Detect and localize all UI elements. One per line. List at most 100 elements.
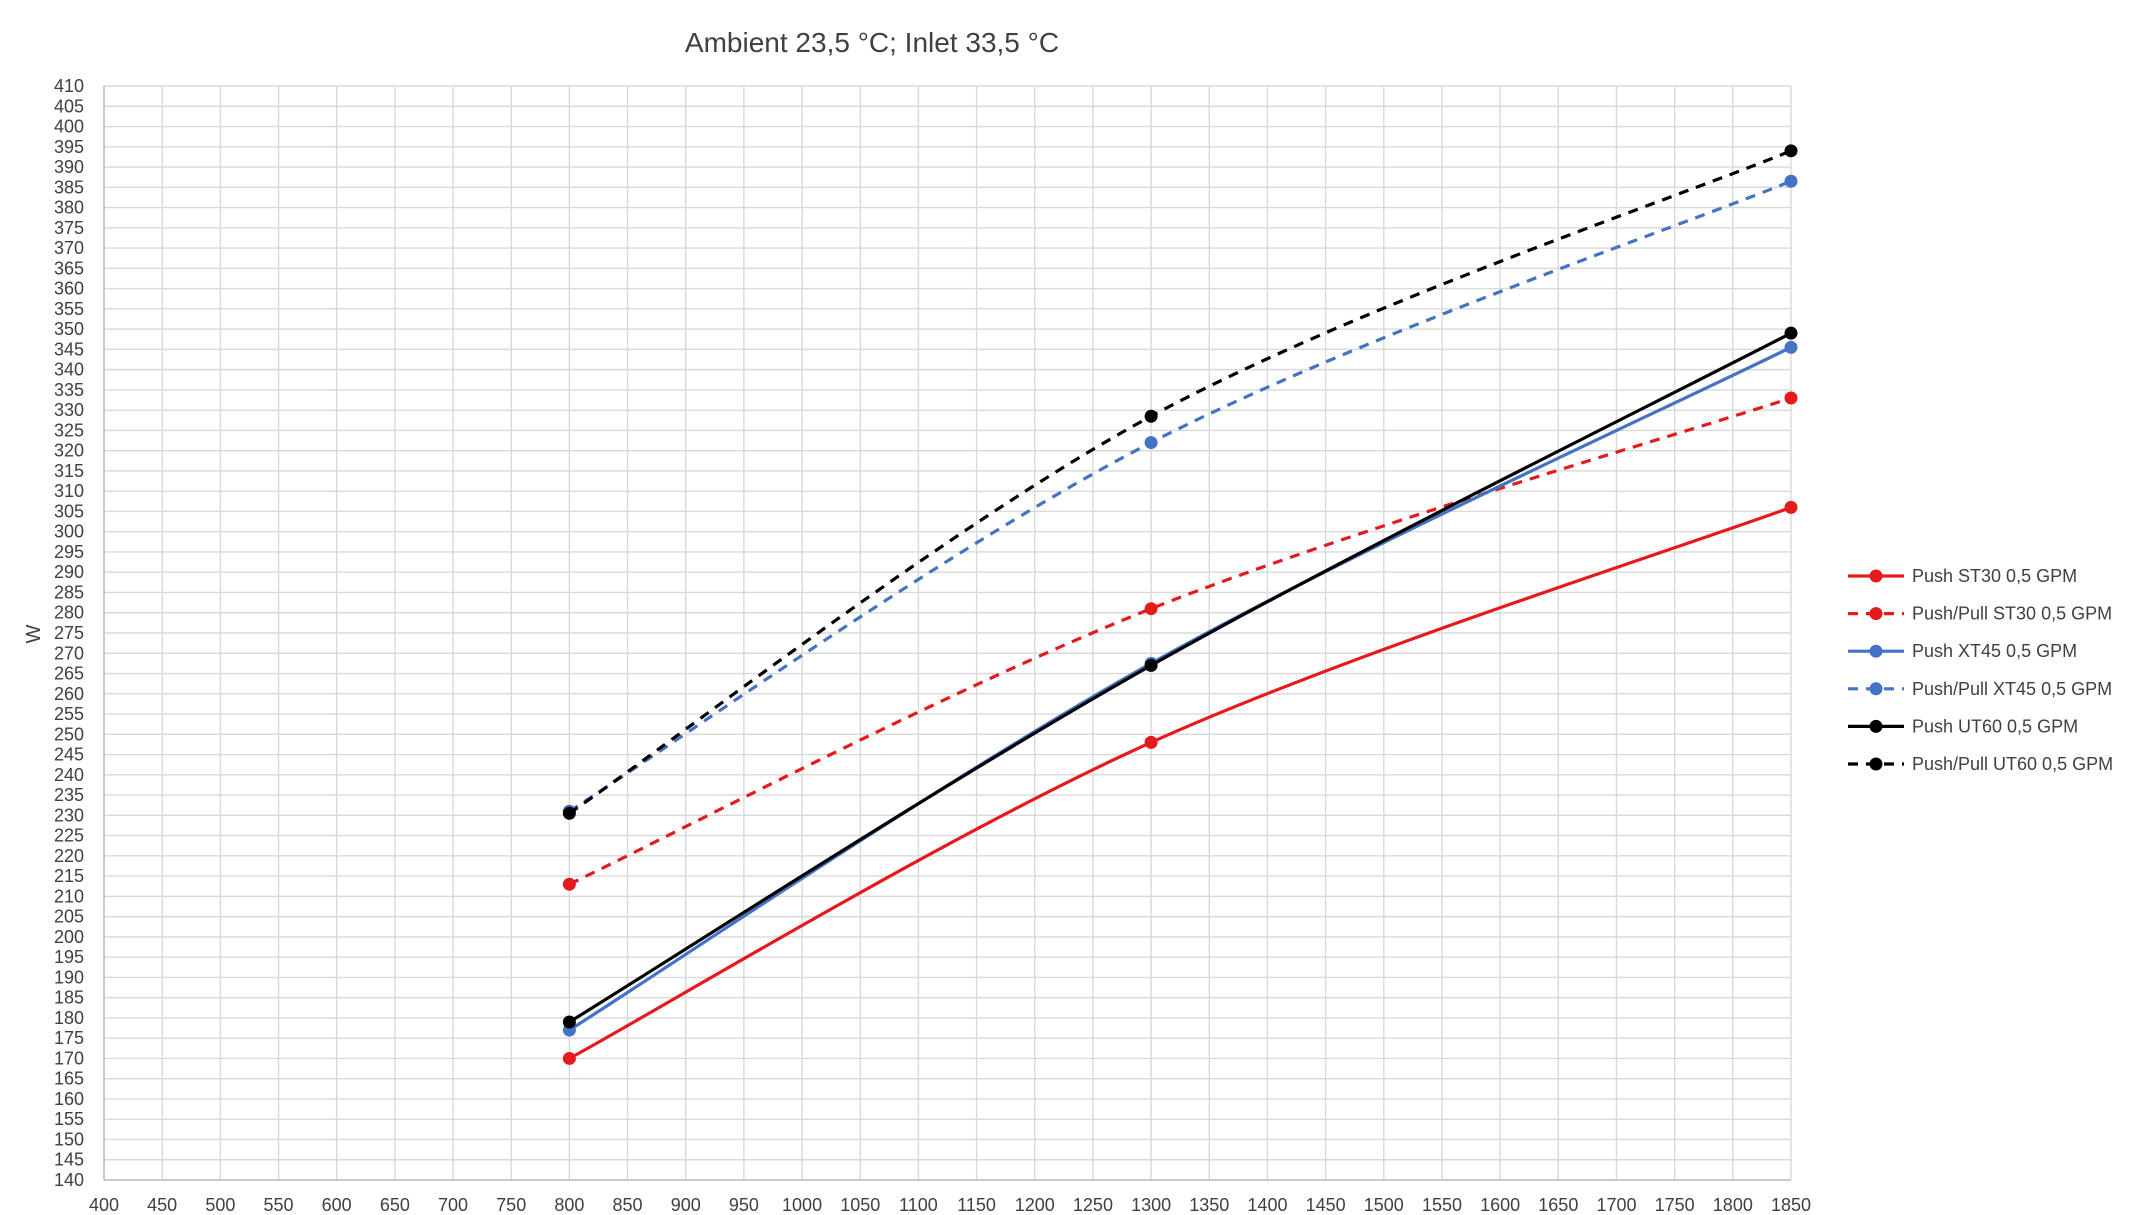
y-tick-label: 345 — [54, 339, 84, 359]
y-tick-label: 230 — [54, 805, 84, 825]
series-line — [568, 505, 1792, 1060]
legend-entry-label: Push XT45 0,5 GPM — [1912, 641, 2077, 661]
legend: Push ST30 0,5 GPM Push/Pull ST30 0,5 GPM P… — [1848, 566, 2113, 774]
y-tick-label: 315 — [54, 461, 84, 481]
x-tick-label: 1700 — [1596, 1195, 1636, 1215]
y-tick-label: 180 — [54, 1008, 84, 1028]
y-tick-label: 280 — [54, 603, 84, 623]
y-tick-label: 270 — [54, 643, 84, 663]
y-tick-label: 290 — [54, 562, 84, 582]
x-tick-label: 1100 — [899, 1195, 938, 1215]
y-tick-label: 385 — [54, 177, 84, 197]
y-tick-label: 210 — [54, 886, 84, 906]
y-tick-label: 160 — [54, 1089, 84, 1109]
x-tick-label: 950 — [729, 1195, 759, 1215]
x-tick-label: 600 — [322, 1195, 352, 1215]
data-point — [1784, 174, 1798, 188]
y-tick-label: 195 — [54, 947, 84, 967]
y-tick-label: 335 — [54, 380, 84, 400]
y-tick-label: 275 — [54, 623, 84, 643]
y-tick-label: 370 — [54, 238, 84, 258]
y-tick-label: 155 — [54, 1109, 84, 1129]
data-point — [562, 1015, 576, 1029]
y-tick-label: 170 — [54, 1048, 84, 1068]
x-tick-label: 1150 — [957, 1195, 996, 1215]
legend-swatch-marker — [1869, 644, 1883, 658]
data-point — [562, 877, 576, 891]
x-tick-label: 1450 — [1306, 1195, 1346, 1215]
x-tick-label: 1500 — [1364, 1195, 1404, 1215]
data-point — [1144, 436, 1158, 450]
legend-swatch-marker — [1869, 607, 1883, 621]
series-lines — [562, 144, 1798, 1065]
y-tick-label: 255 — [54, 704, 84, 724]
x-tick-label: 1750 — [1655, 1195, 1695, 1215]
y-tick-label: 260 — [54, 684, 84, 704]
y-tick-label: 340 — [54, 360, 84, 380]
y-tick-label: 265 — [54, 664, 84, 684]
data-point — [1784, 340, 1798, 354]
x-tick-label: 900 — [671, 1195, 701, 1215]
y-tick-label: 235 — [54, 785, 84, 805]
x-tick-label: 1600 — [1480, 1195, 1520, 1215]
legend-entry-label: Push/Pull XT45 0,5 GPM — [1912, 679, 2112, 699]
y-tick-label: 185 — [54, 988, 84, 1008]
x-tick-label: 1250 — [1073, 1195, 1113, 1215]
y-tick-label: 320 — [54, 441, 84, 461]
x-tick-label: 450 — [147, 1195, 177, 1215]
series-line — [568, 331, 1792, 1024]
data-point — [1144, 658, 1158, 672]
y-tick-label: 225 — [54, 826, 84, 846]
gridlines — [103, 85, 1792, 1181]
x-tick-label: 1650 — [1538, 1195, 1578, 1215]
y-tick-label: 205 — [54, 907, 84, 927]
x-tick-label: 1400 — [1247, 1195, 1287, 1215]
legend-entry-label: Push ST30 0,5 GPM — [1912, 566, 2077, 586]
legend-swatch-marker — [1869, 757, 1883, 771]
x-tick-label: 1800 — [1713, 1195, 1753, 1215]
y-tick-label: 250 — [54, 724, 84, 744]
x-tick-label: 1350 — [1189, 1195, 1229, 1215]
data-point — [1784, 326, 1798, 340]
series-line — [568, 179, 1792, 813]
y-tick-label: 145 — [54, 1150, 84, 1170]
y-axis-label: W — [23, 624, 45, 643]
x-tick-label: 1300 — [1131, 1195, 1171, 1215]
y-tick-label: 245 — [54, 745, 84, 765]
chart-title: Ambient 23,5 °C; Inlet 33,5 °C — [685, 27, 1059, 58]
y-tick-label: 175 — [54, 1028, 84, 1048]
y-tick-label: 305 — [54, 501, 84, 521]
y-tick-label: 365 — [54, 258, 84, 278]
y-tick-label: 380 — [54, 198, 84, 218]
y-tick-label: 215 — [54, 866, 84, 886]
y-tick-label: 375 — [54, 218, 84, 238]
x-tick-label: 1550 — [1422, 1195, 1462, 1215]
data-point — [1784, 144, 1798, 158]
legend-swatch-marker — [1869, 719, 1883, 733]
data-point — [1144, 409, 1158, 423]
y-tick-label: 310 — [54, 481, 84, 501]
data-point — [1784, 500, 1798, 514]
y-tick-label: 390 — [54, 157, 84, 177]
x-tick-label: 850 — [613, 1195, 643, 1215]
y-tick-label: 330 — [54, 400, 84, 420]
legend-swatch-marker — [1869, 682, 1883, 696]
y-tick-label: 240 — [54, 765, 84, 785]
y-tick-label: 400 — [54, 117, 84, 137]
x-tick-label: 700 — [438, 1195, 468, 1215]
data-point — [1144, 602, 1158, 616]
legend-entry-label: Push UT60 0,5 GPM — [1912, 716, 2078, 736]
y-tick-label: 140 — [54, 1170, 84, 1190]
x-tick-label: 1000 — [782, 1195, 822, 1215]
x-tick-label: 500 — [205, 1195, 235, 1215]
y-tick-label: 360 — [54, 279, 84, 299]
y-tick-label: 285 — [54, 582, 84, 602]
x-tick-label: 550 — [263, 1195, 293, 1215]
legend-entry-label: Push/Pull ST30 0,5 GPM — [1912, 604, 2112, 624]
y-tick-label: 200 — [54, 927, 84, 947]
data-point — [1144, 735, 1158, 749]
y-tick-label: 405 — [54, 96, 84, 116]
x-tick-label: 800 — [554, 1195, 584, 1215]
y-tick-label: 395 — [54, 137, 84, 157]
